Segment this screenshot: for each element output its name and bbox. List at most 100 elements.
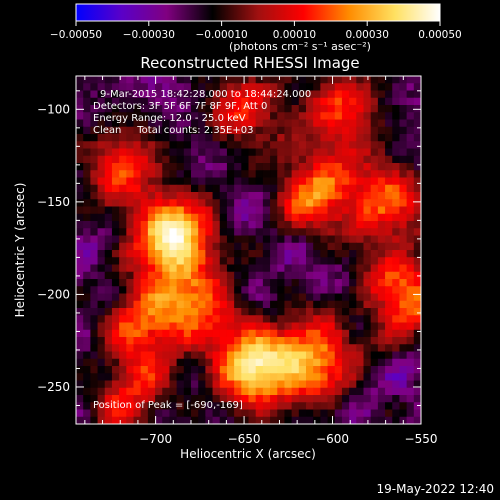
heatmap-cell: [255, 293, 264, 302]
heatmap-cell: [413, 286, 421, 295]
heatmap-cell: [413, 126, 421, 135]
heatmap-cell: [183, 337, 192, 345]
heatmap-cell: [313, 90, 321, 99]
heatmap-cell: [291, 177, 300, 186]
heatmap-cell: [97, 242, 106, 251]
heatmap-cell: [97, 308, 106, 316]
heatmap-cell: [370, 373, 379, 382]
heatmap-cell: [83, 97, 91, 106]
heatmap-cell: [140, 279, 149, 287]
heatmap-cell: [370, 235, 379, 244]
heatmap-cell: [320, 366, 329, 374]
heatmap-cell: [277, 134, 286, 142]
heatmap-cell: [356, 402, 365, 411]
heatmap-cell: [155, 221, 163, 229]
heatmap-cell: [140, 322, 149, 331]
heatmap-cell: [385, 293, 393, 302]
heatmap-cell: [97, 337, 106, 345]
heatmap-cell: [234, 380, 242, 389]
heatmap-cell: [413, 228, 421, 237]
heatmap-cell: [277, 387, 286, 396]
heatmap-cell: [176, 395, 185, 403]
heatmap-cell: [140, 119, 149, 128]
heatmap-cell: [255, 264, 264, 273]
heatmap-cell: [306, 366, 314, 374]
heatmap-cell: [104, 170, 113, 179]
heatmap-cell: [413, 416, 421, 424]
heatmap-cell: [90, 293, 99, 302]
heatmap-cell: [306, 221, 314, 229]
heatmap-cell: [356, 366, 365, 374]
heatmap-cell: [413, 235, 421, 244]
heatmap-cell: [226, 322, 235, 331]
heatmap-cell: [162, 315, 171, 324]
heatmap-cell: [277, 177, 286, 186]
annotation-energy-range: Energy Range: 12.0 - 25.0 keV: [93, 113, 246, 124]
heatmap-cell: [147, 97, 156, 106]
heatmap-cell: [341, 257, 350, 266]
heatmap-cell: [97, 279, 106, 287]
heatmap-cell: [111, 279, 120, 287]
heatmap-cell: [349, 395, 357, 403]
heatmap-cell: [226, 112, 235, 121]
heatmap-cell: [320, 177, 329, 186]
annotation-detectors: Detectors: 3F 5F 6F 7F 8F 9F, Att 0: [93, 101, 267, 112]
heatmap-cell: [363, 409, 372, 418]
heatmap-cell: [90, 76, 99, 84]
heatmap-cell: [356, 257, 365, 266]
heatmap-cell: [385, 366, 393, 374]
heatmap-cell: [313, 409, 321, 418]
heatmap-cell: [377, 322, 386, 331]
heatmap-cell: [363, 286, 372, 295]
heatmap-cell: [370, 250, 379, 258]
heatmap-cell: [363, 76, 372, 84]
heatmap-cell: [392, 315, 401, 324]
heatmap-cell: [97, 228, 106, 237]
heatmap-cell: [363, 366, 372, 374]
heatmap-cell: [277, 315, 286, 324]
heatmap-cell: [306, 380, 314, 389]
heatmap-cell: [334, 315, 343, 324]
heatmap-cell: [83, 315, 91, 324]
heatmap-cell: [356, 105, 365, 113]
heatmap-cell: [298, 250, 307, 258]
heatmap-cell: [226, 395, 235, 403]
heatmap-cell: [212, 250, 221, 258]
heatmap-cell: [97, 163, 106, 171]
heatmap-cell: [191, 308, 199, 316]
heatmap-cell: [334, 148, 343, 157]
heatmap-cell: [284, 242, 293, 251]
heatmap-cell: [341, 83, 350, 92]
heatmap-cell: [356, 184, 365, 193]
heatmap-cell: [133, 221, 142, 229]
heatmap-cell: [291, 358, 300, 367]
heatmap-cell: [76, 337, 84, 345]
heatmap-cell: [306, 416, 314, 424]
heatmap-cell: [291, 329, 300, 338]
heatmap-cell: [385, 126, 393, 135]
heatmap-cell: [219, 337, 228, 345]
heatmap-cell: [370, 366, 379, 374]
heatmap-cell: [341, 170, 350, 179]
heatmap-cell: [119, 206, 127, 215]
heatmap-cell: [183, 105, 192, 113]
heatmap-cell: [284, 76, 293, 84]
heatmap-cell: [219, 97, 228, 106]
heatmap-cell: [399, 163, 408, 171]
heatmap-cell: [320, 170, 329, 179]
heatmap-cell: [298, 366, 307, 374]
heatmap-cell: [83, 83, 91, 92]
heatmap-cell: [97, 315, 106, 324]
heatmap-cell: [234, 90, 242, 99]
heatmap-cell: [226, 271, 235, 280]
heatmap-cell: [255, 192, 264, 200]
heatmap-cell: [406, 286, 415, 295]
heatmap-cell: [234, 148, 242, 157]
heatmap-cell: [399, 409, 408, 418]
heatmap-cell: [226, 416, 235, 424]
heatmap-cell: [191, 177, 199, 186]
heatmap-cell: [284, 105, 293, 113]
heatmap-cell: [183, 409, 192, 418]
heatmap-cell: [126, 271, 135, 280]
heatmap-cell: [248, 271, 257, 280]
